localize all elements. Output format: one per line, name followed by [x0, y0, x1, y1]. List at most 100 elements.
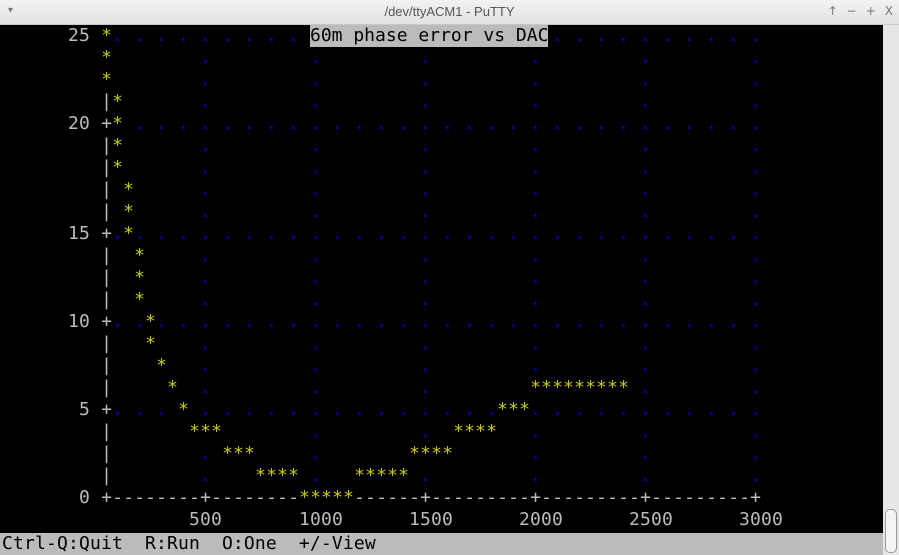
data-point: *	[332, 487, 343, 508]
grid-dot: .	[530, 135, 541, 156]
y-axis-segment: +	[101, 223, 112, 244]
data-point: *	[409, 443, 420, 464]
grid-dot: .	[750, 135, 761, 156]
grid-dot: .	[552, 399, 563, 420]
y-axis-segment: |	[101, 377, 112, 398]
x-axis-segment: -	[684, 487, 695, 508]
grid-dot: .	[244, 311, 255, 332]
x-axis-segment: -	[288, 487, 299, 508]
x-axis-segment: -	[244, 487, 255, 508]
grid-dot: .	[112, 223, 123, 244]
x-axis-segment: +	[200, 487, 211, 508]
x-axis-segment: -	[552, 487, 563, 508]
grid-dot: .	[530, 201, 541, 222]
data-point: *	[156, 355, 167, 376]
x-axis-segment: -	[618, 487, 629, 508]
grid-dot: .	[354, 399, 365, 420]
grid-dot: .	[684, 25, 695, 46]
window-menu-icon[interactable]: ▾	[8, 5, 14, 16]
grid-dot: .	[684, 113, 695, 134]
close-icon[interactable]: X	[884, 4, 893, 18]
x-axis-segment: -	[255, 487, 266, 508]
x-axis-segment: -	[387, 487, 398, 508]
data-point: *	[134, 245, 145, 266]
keep-above-icon[interactable]: ↑	[827, 4, 838, 18]
grid-dot: .	[200, 47, 211, 68]
y-tick-label: 25	[68, 25, 90, 46]
y-axis-segment: |	[101, 443, 112, 464]
grid-dot: .	[530, 179, 541, 200]
window-titlebar: ▾ /dev/ttyACM1 - PuTTY ↑ − + X	[0, 0, 899, 25]
grid-dot: .	[420, 311, 431, 332]
maximize-icon[interactable]: +	[865, 4, 876, 18]
x-axis-segment: -	[211, 487, 222, 508]
grid-dot: .	[530, 157, 541, 178]
grid-dot: .	[376, 223, 387, 244]
x-tick-label: 500	[189, 509, 222, 530]
terminal-area[interactable]: 60m phase error vs DAC Ctrl-Q:Quit R:Run…	[0, 25, 883, 555]
grid-dot: .	[178, 113, 189, 134]
grid-dot: .	[508, 223, 519, 244]
grid-dot: .	[750, 179, 761, 200]
grid-dot: .	[640, 135, 651, 156]
scrollbar-thumb[interactable]	[885, 509, 897, 553]
x-axis-segment: -	[365, 487, 376, 508]
grid-dot: .	[750, 333, 761, 354]
grid-dot: .	[618, 113, 629, 134]
grid-dot: .	[266, 223, 277, 244]
grid-dot: .	[530, 113, 541, 134]
grid-dot: .	[266, 113, 277, 134]
minimize-icon[interactable]: −	[846, 4, 857, 18]
grid-dot: .	[200, 355, 211, 376]
data-point: *	[189, 421, 200, 442]
grid-dot: .	[640, 25, 651, 46]
grid-dot: .	[310, 399, 321, 420]
grid-dot: .	[750, 91, 761, 112]
data-point: *	[574, 377, 585, 398]
grid-dot: .	[376, 113, 387, 134]
grid-dot: .	[640, 245, 651, 266]
data-point: *	[112, 157, 123, 178]
grid-dot: .	[200, 377, 211, 398]
grid-dot: .	[640, 179, 651, 200]
grid-dot: .	[266, 311, 277, 332]
data-point: *	[134, 289, 145, 310]
grid-dot: .	[200, 25, 211, 46]
grid-dot: .	[750, 355, 761, 376]
x-axis-segment: -	[475, 487, 486, 508]
grid-dot: .	[574, 25, 585, 46]
scrollbar[interactable]	[883, 25, 899, 555]
y-axis-segment: |	[101, 245, 112, 266]
data-point: *	[420, 443, 431, 464]
grid-dot: .	[442, 399, 453, 420]
grid-dot: .	[640, 399, 651, 420]
data-point: *	[299, 487, 310, 508]
grid-dot: .	[310, 355, 321, 376]
grid-dot: .	[156, 311, 167, 332]
grid-dot: .	[222, 223, 233, 244]
x-axis-segment: -	[222, 487, 233, 508]
x-axis-segment: -	[508, 487, 519, 508]
data-point: *	[376, 465, 387, 486]
grid-dot: .	[288, 399, 299, 420]
grid-dot: .	[706, 399, 717, 420]
y-axis-segment: |	[101, 201, 112, 222]
x-axis-segment: -	[695, 487, 706, 508]
grid-dot: .	[662, 113, 673, 134]
data-point: *	[167, 377, 178, 398]
grid-dot: .	[156, 25, 167, 46]
data-point: *	[211, 421, 222, 442]
grid-dot: .	[530, 355, 541, 376]
y-axis-segment: +	[101, 399, 112, 420]
data-point: *	[607, 377, 618, 398]
grid-dot: .	[728, 399, 739, 420]
grid-dot: .	[222, 311, 233, 332]
grid-dot: .	[464, 223, 475, 244]
grid-dot: .	[552, 113, 563, 134]
grid-dot: .	[200, 135, 211, 156]
x-axis-segment: -	[123, 487, 134, 508]
grid-dot: .	[706, 223, 717, 244]
grid-dot: .	[200, 245, 211, 266]
x-axis-segment: -	[629, 487, 640, 508]
grid-dot: .	[508, 113, 519, 134]
